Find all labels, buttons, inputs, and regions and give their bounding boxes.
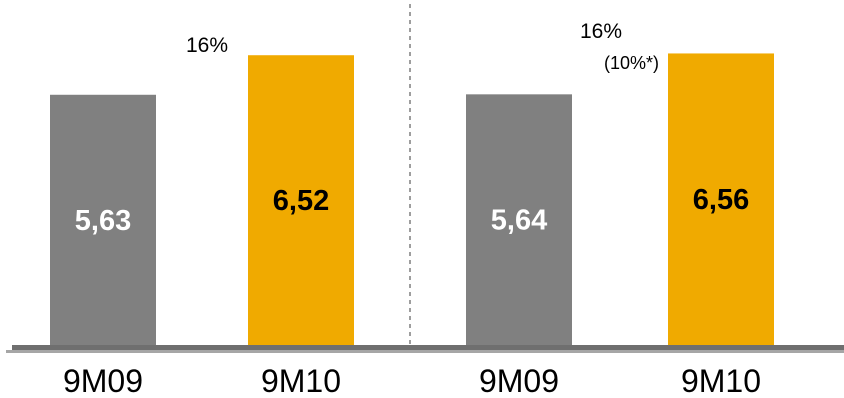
bar-value-label: 6,56 [693, 184, 749, 216]
bar-9m10-panel-1 [248, 55, 354, 345]
growth-label: 16% [580, 20, 622, 43]
labels-layer: 5,63 9M09 6,52 9M10 16% 5,64 9M09 6,56 9M10 16% (1… [63, 20, 761, 398]
bar-value-label: 5,64 [491, 205, 547, 237]
x-axis-baseline [12, 345, 844, 350]
category-label: 9M10 [261, 363, 341, 398]
bar-value-label: 5,63 [75, 205, 131, 237]
bar-value-label: 6,52 [273, 185, 329, 217]
x-axis-shadow [6, 350, 844, 353]
bar-9m09-panel-2 [466, 94, 572, 345]
axis-layer [6, 345, 844, 353]
bar-9m10-panel-2 [668, 53, 774, 345]
bars-layer [50, 53, 774, 346]
growth-label: 16% [186, 34, 228, 57]
category-label: 9M09 [479, 363, 559, 398]
growth-sublabel: (10%*) [604, 53, 659, 73]
category-label: 9M10 [681, 363, 761, 398]
category-label: 9M09 [63, 363, 143, 398]
bar-9m09-panel-1 [50, 94, 156, 346]
